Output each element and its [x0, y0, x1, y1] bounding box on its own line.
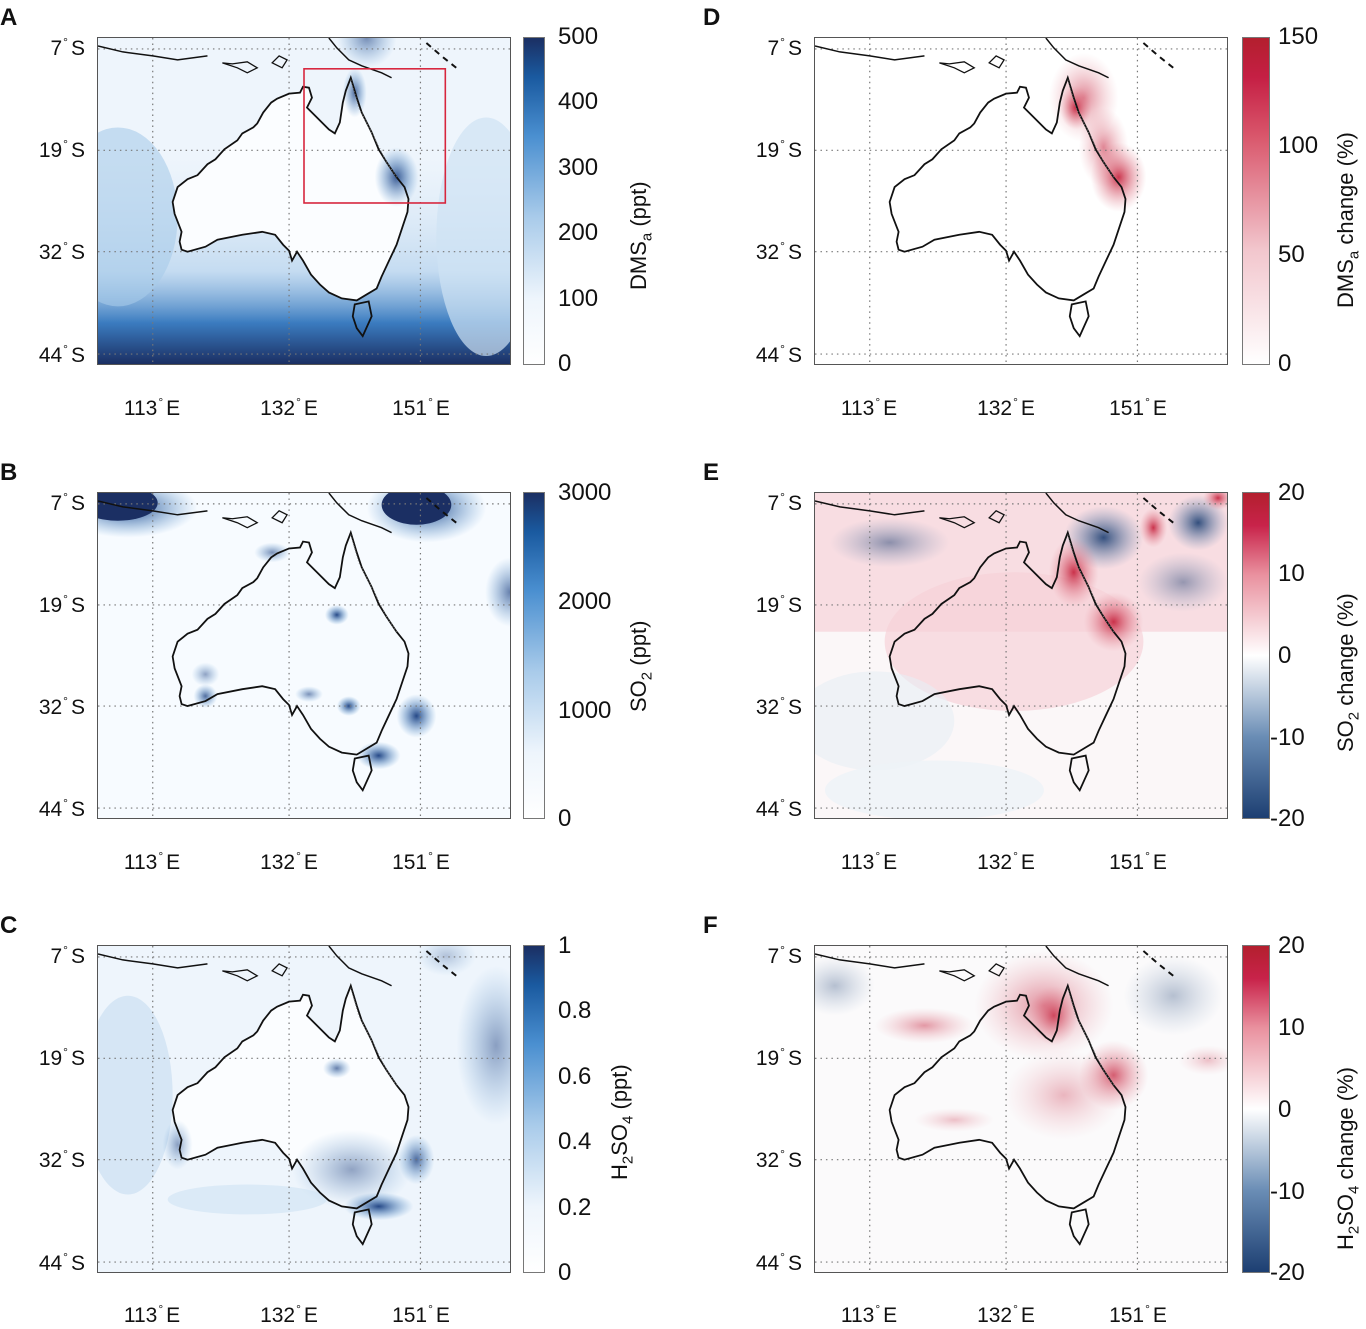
cbar-tick: 1000: [558, 697, 612, 724]
map-heatmap: [98, 38, 510, 364]
colorbar-title-dms-change: DMSa change (%): [1333, 132, 1363, 308]
colorbar-title-so2-change: SO2 change (%): [1333, 593, 1363, 752]
panel-label-e: E: [703, 459, 720, 486]
map-plot-h2so4: [97, 945, 511, 1273]
map-heatmap: [815, 493, 1227, 818]
map-plot-h2so4-change: [814, 945, 1228, 1273]
cbar-tick: 500: [558, 23, 599, 50]
colorbar-dms-change: [1242, 37, 1270, 365]
cbar-tick: -20: [1270, 1259, 1305, 1286]
map-plot-so2-change: [814, 492, 1228, 819]
cbar-tick: 0.4: [558, 1128, 592, 1155]
map-heatmap: [815, 946, 1227, 1272]
colorbar-title-so2: SO2 (ppt): [626, 620, 656, 713]
map-heatmap: [98, 946, 510, 1272]
colorbar-h2so4-change: [1242, 945, 1270, 1273]
cbar-tick: 0.6: [558, 1063, 592, 1090]
cbar-tick: 0: [558, 350, 572, 377]
colorbar-title-h2so4-change: H2SO4 change (%): [1333, 1067, 1363, 1250]
cbar-tick: 3000: [558, 479, 612, 506]
cbar-tick: 50: [1278, 241, 1305, 268]
cbar-tick: 0: [1278, 642, 1292, 669]
panel-label-d: D: [703, 4, 721, 31]
cbar-tick: 20: [1278, 479, 1305, 506]
cbar-tick: 300: [558, 154, 599, 181]
cbar-tick: -10: [1270, 724, 1305, 751]
map-plot-dms-change: [814, 37, 1228, 365]
colorbar-so2-change: [1242, 492, 1270, 819]
panel-label-f: F: [703, 912, 718, 939]
cbar-tick: 150: [1278, 23, 1319, 50]
colorbar-so2: [523, 492, 545, 819]
cbar-tick: -10: [1270, 1178, 1305, 1205]
cbar-tick: 100: [1278, 132, 1319, 159]
colorbar-h2so4: [523, 945, 545, 1273]
cbar-tick: 0: [558, 1259, 572, 1286]
cbar-tick: 20: [1278, 932, 1305, 959]
cbar-tick: 0.8: [558, 997, 592, 1024]
cbar-tick: 0: [558, 805, 572, 832]
cbar-tick: 200: [558, 219, 599, 246]
cbar-tick: -20: [1270, 805, 1305, 832]
cbar-tick: 100: [558, 285, 599, 312]
colorbar-title-h2so4: H2SO4 (ppt): [607, 1064, 637, 1180]
cbar-tick: 0: [1278, 350, 1292, 377]
panel-label-b: B: [0, 459, 18, 486]
panel-label-a: A: [0, 4, 18, 31]
cbar-tick: 400: [558, 88, 599, 115]
cbar-tick: 10: [1278, 1014, 1305, 1041]
cbar-tick: 0: [1278, 1096, 1292, 1123]
colorbar-dms: [523, 37, 545, 365]
cbar-tick: 2000: [558, 588, 612, 615]
cbar-tick: 1: [558, 932, 572, 959]
map-heatmap: [815, 38, 1227, 364]
map-plot-so2: [97, 492, 511, 819]
cbar-tick: 10: [1278, 560, 1305, 587]
cbar-tick: 0.2: [558, 1194, 592, 1221]
panel-label-c: C: [0, 912, 18, 939]
map-heatmap: [98, 493, 510, 818]
map-plot-dms: [97, 37, 511, 365]
colorbar-title-dms: DMSa (ppt): [626, 181, 656, 290]
inset-region-box: [303, 68, 447, 204]
